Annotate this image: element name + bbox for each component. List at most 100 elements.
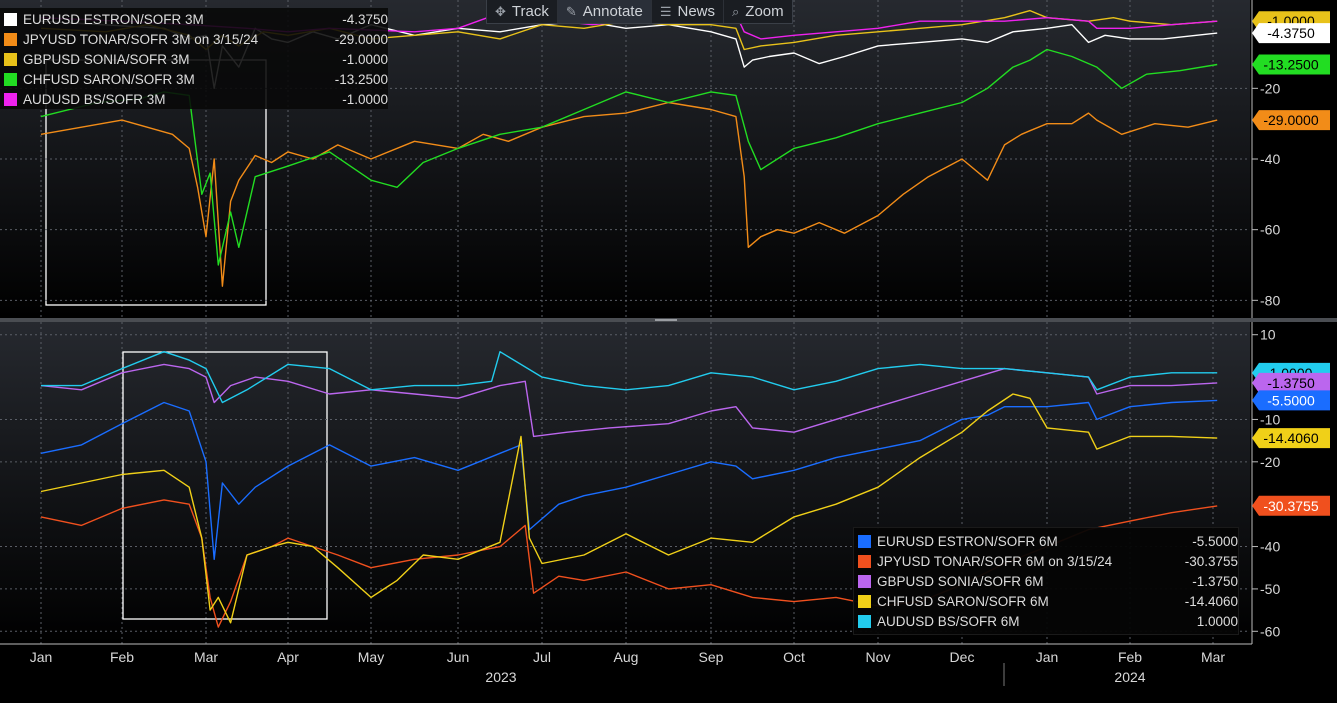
y-tick-label: -40 bbox=[1260, 539, 1280, 555]
legend-value: -1.0000 bbox=[342, 51, 388, 67]
legend-label: JPYUSD TONAR/SOFR 6M on 3/15/24 bbox=[877, 553, 1113, 569]
x-tick-label: Oct bbox=[783, 649, 805, 665]
zoom-label: Zoom bbox=[745, 3, 784, 20]
year-label: 2023 bbox=[485, 669, 516, 685]
legend-value: -13.2500 bbox=[334, 71, 388, 87]
legend-top: EURUSD ESTRON/SOFR 3M -4.3750 JPYUSD TON… bbox=[0, 8, 388, 109]
legend-value: -30.3755 bbox=[1184, 553, 1238, 569]
legend-value: -29.0000 bbox=[334, 31, 388, 47]
panel-resize-handle bbox=[655, 319, 677, 321]
legend-item[interactable]: GBPUSD SONIA/SOFR 6M -1.3750 bbox=[854, 571, 1238, 591]
value-tag-shape bbox=[1252, 390, 1330, 411]
legend-item[interactable]: EURUSD ESTRON/SOFR 6M -5.5000 bbox=[854, 531, 1238, 551]
value-tag-label: -13.2500 bbox=[1263, 56, 1318, 72]
value-tag-label: -29.0000 bbox=[1263, 112, 1318, 128]
y-tick-label: -60 bbox=[1260, 623, 1280, 639]
series-line bbox=[40, 393, 1218, 624]
legend-label: JPYUSD TONAR/SOFR 3M on 3/15/24 bbox=[23, 31, 259, 47]
y-tick-label: -10 bbox=[1260, 411, 1280, 427]
value-tag: -1.3750 bbox=[1252, 372, 1330, 393]
value-tag-shape bbox=[1252, 110, 1330, 131]
legend-value: -4.3750 bbox=[342, 11, 388, 27]
track-label: Track bbox=[511, 3, 549, 20]
y-tick-label: -20 bbox=[1260, 454, 1280, 470]
x-tick-label: Feb bbox=[110, 649, 134, 665]
x-tick-label: Aug bbox=[614, 649, 639, 665]
legend-item[interactable]: GBPUSD SONIA/SOFR 3M -1.0000 bbox=[0, 49, 388, 69]
value-tag-shape bbox=[1252, 54, 1330, 75]
legend-swatch bbox=[858, 574, 871, 588]
x-tick-label: May bbox=[358, 649, 384, 665]
news-icon: ☰ bbox=[659, 3, 672, 19]
value-tag-label: -1.3750 bbox=[1267, 375, 1315, 391]
highlight-box bbox=[122, 351, 328, 620]
legend-label: GBPUSD SONIA/SOFR 3M bbox=[23, 51, 190, 67]
news-label: News bbox=[677, 3, 715, 20]
legend-item[interactable]: JPYUSD TONAR/SOFR 6M on 3/15/24 -30.3755 bbox=[854, 551, 1238, 571]
y-tick-label: -60 bbox=[1260, 222, 1280, 238]
y-tick-label: -80 bbox=[1260, 292, 1280, 308]
value-tag-label: -30.3755 bbox=[1263, 498, 1318, 514]
legend-label: AUDUSD BS/SOFR 6M bbox=[877, 613, 1020, 629]
series-line bbox=[40, 399, 1218, 560]
value-tag: -5.5000 bbox=[1252, 390, 1330, 411]
annotate-button[interactable]: ✎ Annotate bbox=[557, 0, 652, 23]
legend-label: AUDUSD BS/SOFR 3M bbox=[23, 91, 166, 107]
x-tick-label: Mar bbox=[1201, 649, 1225, 665]
zoom-button[interactable]: ⌕ Zoom bbox=[724, 0, 792, 23]
x-tick-label: Jan bbox=[1036, 649, 1059, 665]
legend-value: -1.0000 bbox=[342, 91, 388, 107]
value-tag-label: -5.5000 bbox=[1267, 392, 1315, 408]
x-tick-label: Jun bbox=[447, 649, 470, 665]
value-tag: -14.4060 bbox=[1252, 428, 1330, 449]
legend-swatch bbox=[858, 554, 871, 568]
track-button[interactable]: ✥ Track bbox=[487, 0, 558, 23]
legend-swatch bbox=[4, 72, 17, 86]
value-tag: -4.3750 bbox=[1252, 23, 1330, 44]
value-tag-shape bbox=[1252, 372, 1330, 393]
legend-item[interactable]: AUDUSD BS/SOFR 6M 1.0000 bbox=[854, 611, 1238, 631]
legend-value: 1.0000 bbox=[1196, 613, 1238, 629]
value-tag: -13.2500 bbox=[1252, 54, 1330, 75]
x-tick-label: Dec bbox=[950, 649, 975, 665]
legend-item[interactable]: EURUSD ESTRON/SOFR 3M -4.3750 bbox=[0, 9, 388, 29]
x-tick-label: Feb bbox=[1118, 649, 1142, 665]
news-button[interactable]: ☰ News bbox=[652, 0, 724, 23]
legend-swatch bbox=[4, 92, 17, 106]
legend-item[interactable]: JPYUSD TONAR/SOFR 3M on 3/15/24 -29.0000 bbox=[0, 29, 388, 49]
legend-swatch bbox=[858, 534, 871, 548]
value-tag-shape bbox=[1252, 495, 1330, 516]
annotate-label: Annotate bbox=[582, 3, 643, 20]
legend-label: EURUSD ESTRON/SOFR 6M bbox=[877, 533, 1058, 549]
x-tick-label: Sep bbox=[699, 649, 724, 665]
legend-label: CHFUSD SARON/SOFR 3M bbox=[23, 71, 195, 87]
pencil-icon: ✎ bbox=[565, 3, 577, 19]
legend-label: CHFUSD SARON/SOFR 6M bbox=[877, 593, 1049, 609]
value-tag-shape bbox=[1252, 23, 1330, 44]
legend-swatch bbox=[4, 32, 17, 46]
x-tick-label: Jul bbox=[533, 649, 551, 665]
series-line bbox=[41, 351, 1218, 404]
legend-swatch bbox=[4, 12, 17, 26]
series-line bbox=[40, 48, 1218, 266]
legend-value: -5.5000 bbox=[1192, 533, 1238, 549]
legend-item[interactable]: AUDUSD BS/SOFR 3M -1.0000 bbox=[0, 89, 388, 109]
x-tick-label: Jan bbox=[30, 649, 53, 665]
value-tag: -30.3755 bbox=[1252, 495, 1330, 516]
legend-value: -1.3750 bbox=[1192, 573, 1238, 589]
legend-label: EURUSD ESTRON/SOFR 3M bbox=[23, 11, 204, 27]
value-tag-label: -4.3750 bbox=[1267, 25, 1315, 41]
value-tag-shape bbox=[1252, 428, 1330, 449]
y-tick-label: 10 bbox=[1260, 327, 1276, 343]
legend-label: GBPUSD SONIA/SOFR 6M bbox=[877, 573, 1044, 589]
chart-toolbar: ✥ Track ✎ Annotate ☰ News ⌕ Zoom bbox=[486, 0, 793, 24]
legend-item[interactable]: CHFUSD SARON/SOFR 6M -14.4060 bbox=[854, 591, 1238, 611]
legend-bottom: EURUSD ESTRON/SOFR 6M -5.5000 JPYUSD TON… bbox=[853, 527, 1239, 635]
x-tick-label: Apr bbox=[277, 649, 299, 665]
y-tick-label: -50 bbox=[1260, 581, 1280, 597]
legend-swatch bbox=[858, 594, 871, 608]
value-tag-label: -14.4060 bbox=[1263, 430, 1318, 446]
legend-item[interactable]: CHFUSD SARON/SOFR 3M -13.2500 bbox=[0, 69, 388, 89]
year-label: 2024 bbox=[1114, 669, 1145, 685]
